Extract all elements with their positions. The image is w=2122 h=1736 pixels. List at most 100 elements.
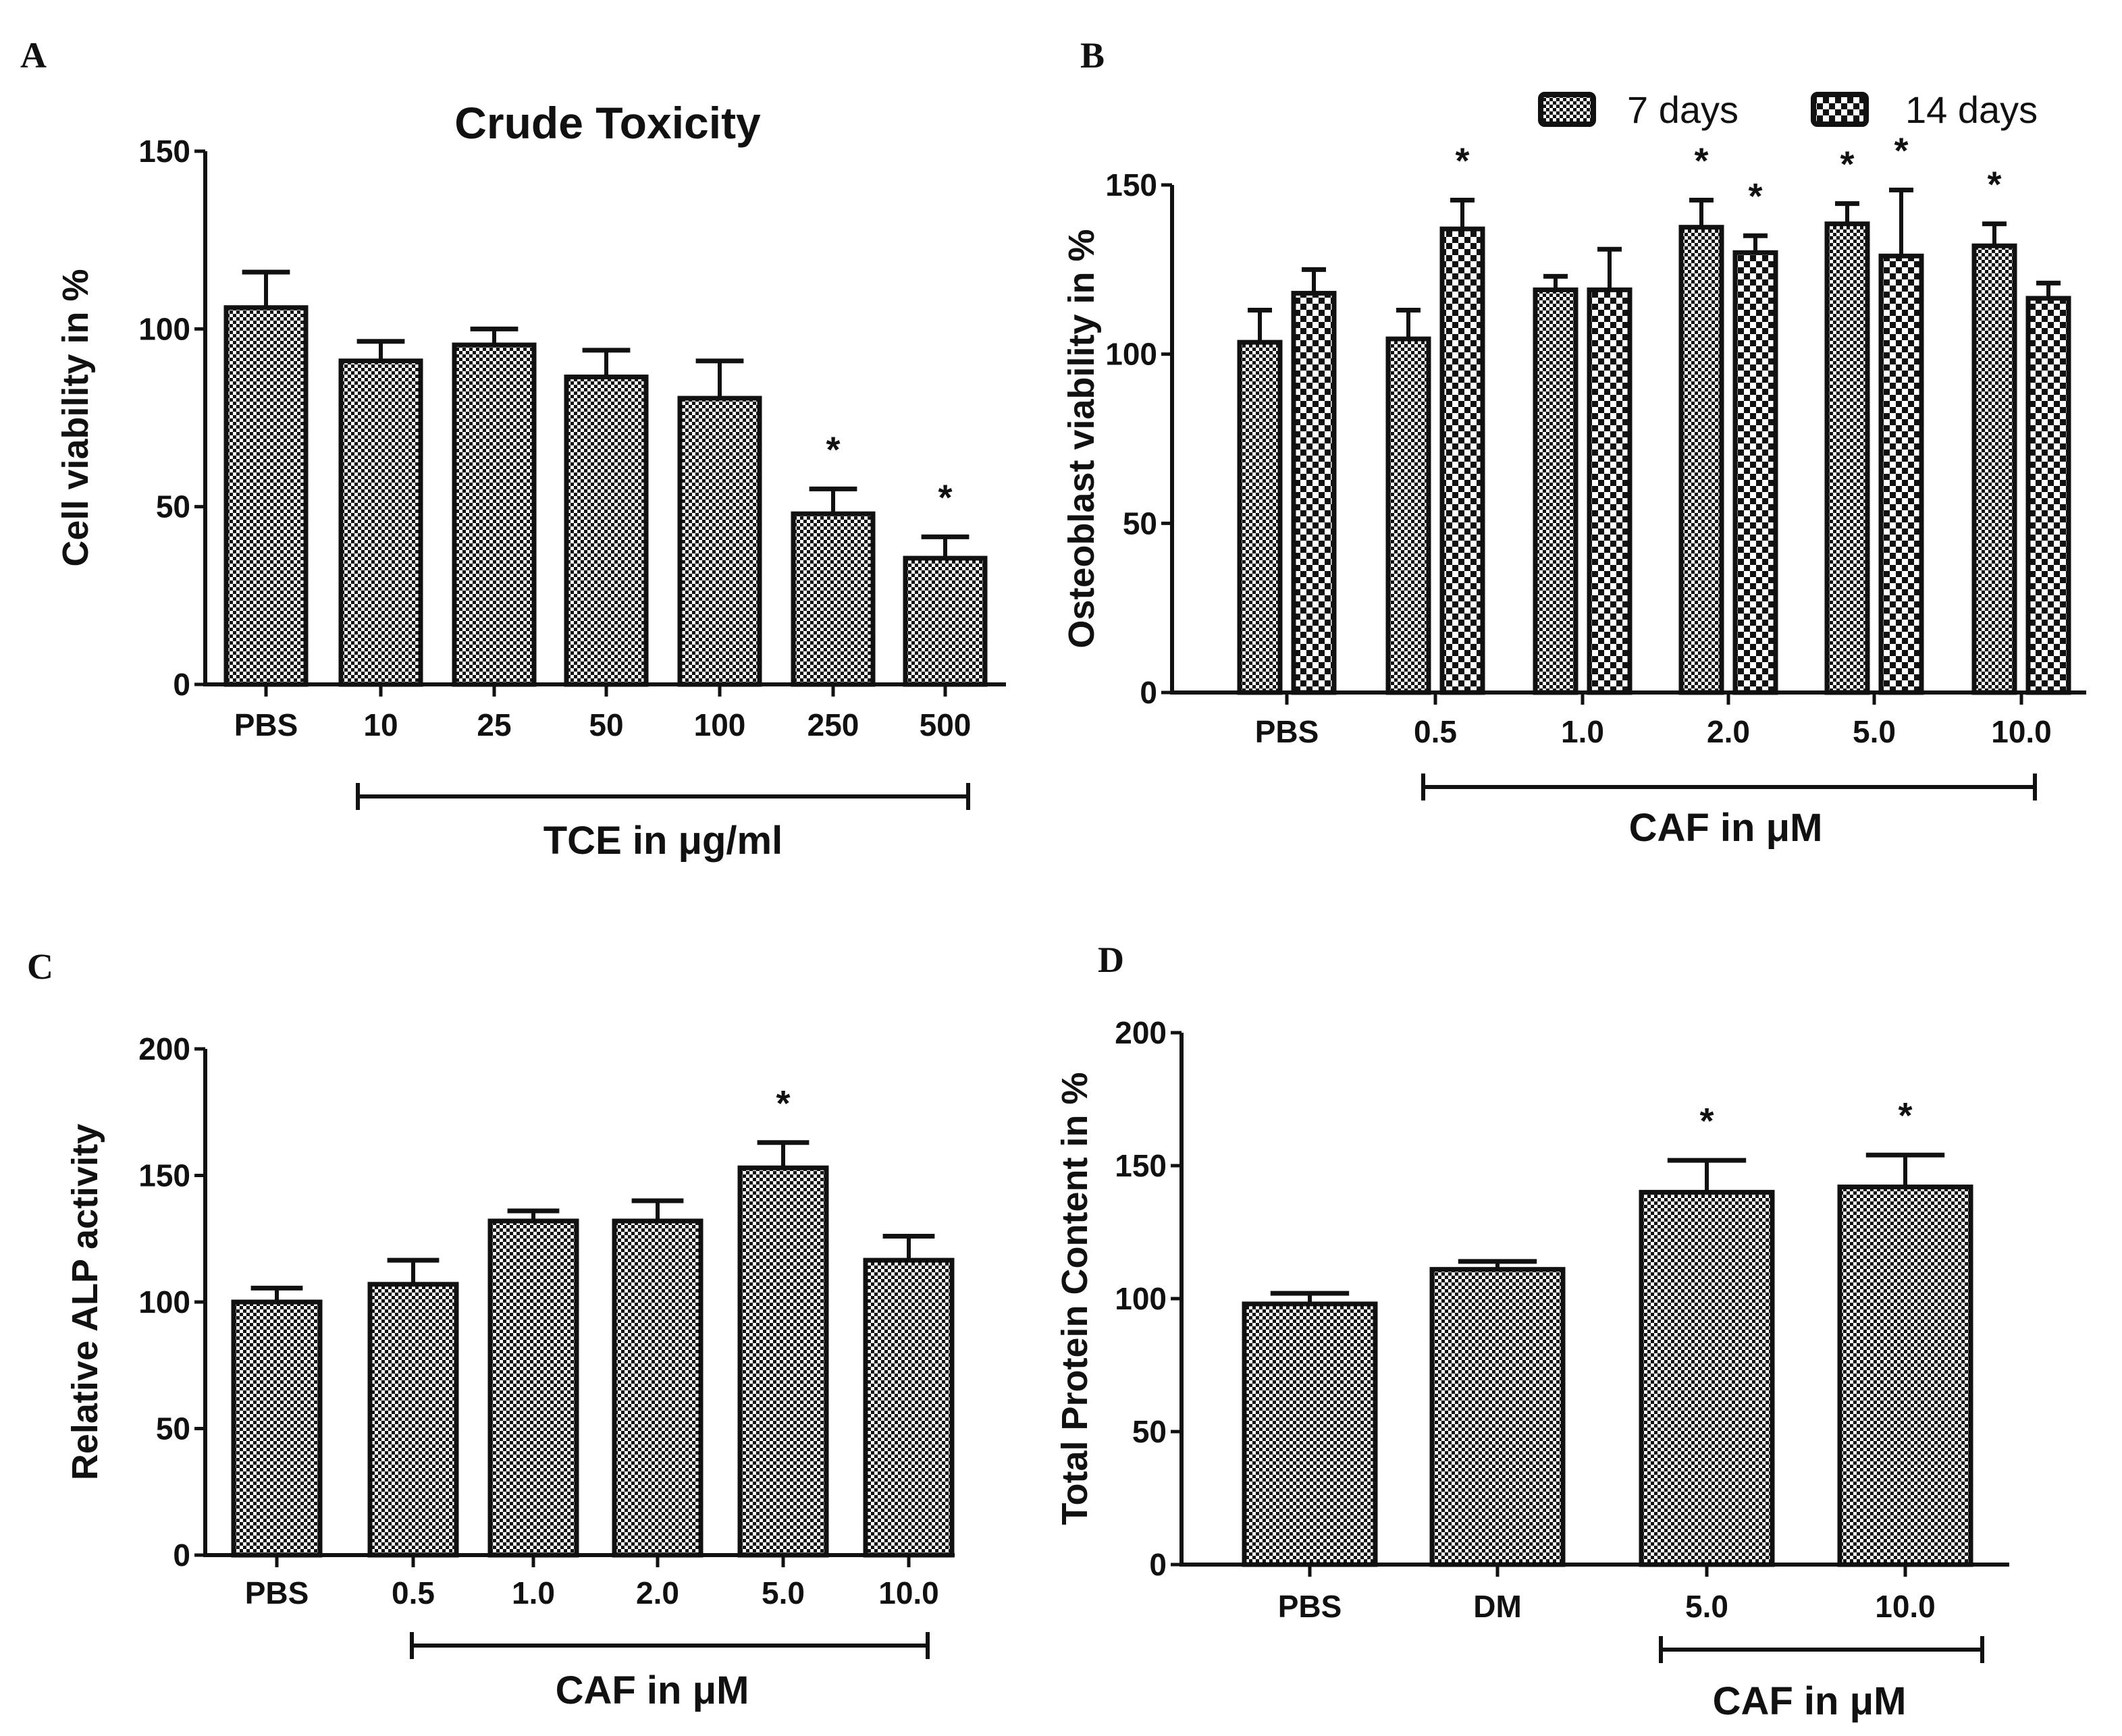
x-tick-label: 50 bbox=[589, 707, 623, 742]
y-tick-label: 150 bbox=[1105, 167, 1157, 202]
x-axis-label: CAF in μM bbox=[1629, 806, 1823, 850]
bar bbox=[1242, 1301, 1378, 1567]
significance-marker: * bbox=[1898, 1095, 1912, 1136]
y-tick-label: 0 bbox=[1140, 675, 1157, 710]
significance-marker: * bbox=[1699, 1101, 1714, 1141]
x-tick-label: 10.0 bbox=[878, 1575, 939, 1610]
bar bbox=[487, 1218, 579, 1558]
y-tick-label: 100 bbox=[138, 1284, 190, 1320]
bar bbox=[1639, 1189, 1775, 1567]
x-tick-label: PBS bbox=[1255, 714, 1319, 749]
x-axis-label: TCE in μg/ml bbox=[543, 819, 783, 863]
y-tick-label: 100 bbox=[1105, 337, 1157, 372]
significance-marker: * bbox=[1840, 144, 1854, 185]
bar-14-days bbox=[1878, 253, 1924, 695]
panel-letter: A bbox=[20, 35, 47, 76]
x-tick-label: 10.0 bbox=[1991, 714, 2052, 749]
bar bbox=[564, 374, 649, 687]
significance-marker: * bbox=[1694, 141, 1708, 182]
bar bbox=[367, 1282, 459, 1558]
bar-7-days bbox=[1237, 340, 1283, 695]
y-axis-label: Relative ALP activity bbox=[65, 1124, 105, 1480]
y-tick-label: 200 bbox=[1115, 1015, 1167, 1050]
bar bbox=[612, 1218, 704, 1558]
bar-7-days bbox=[1971, 243, 2017, 695]
y-axis-label: Total Protein Content in % bbox=[1055, 1073, 1095, 1525]
significance-marker: * bbox=[938, 477, 952, 518]
y-tick-label: 0 bbox=[173, 667, 190, 702]
x-tick-label: 5.0 bbox=[1853, 714, 1896, 749]
x-tick-label: PBS bbox=[1278, 1589, 1342, 1624]
panel-D: D 0 50 100 150 200 PBS DM 5.0 10.0 * * CAF in μM Tota… bbox=[1055, 940, 2009, 1723]
significance-marker: * bbox=[1748, 176, 1762, 217]
legend-label: 14 days bbox=[1905, 88, 2038, 131]
x-tick-label: DM bbox=[1473, 1589, 1522, 1624]
x-axis-label: CAF in μM bbox=[556, 1669, 749, 1712]
panel-A: A Crude Toxicity 0 50 100 150 PBS 10 25 50 100 250 5… bbox=[20, 35, 1006, 863]
bar bbox=[1429, 1267, 1566, 1567]
significance-marker: * bbox=[1894, 131, 1908, 171]
y-tick-label: 50 bbox=[1132, 1414, 1167, 1449]
x-tick-label: 25 bbox=[477, 707, 511, 742]
y-tick-label: 50 bbox=[156, 489, 190, 524]
significance-marker: * bbox=[826, 429, 840, 470]
x-tick-label: 250 bbox=[807, 707, 859, 742]
bar bbox=[338, 358, 423, 687]
x-tick-label: 5.0 bbox=[1685, 1589, 1728, 1624]
bar bbox=[452, 342, 537, 687]
y-tick-label: 50 bbox=[156, 1411, 190, 1446]
x-axis-label: CAF in μM bbox=[1713, 1679, 1907, 1723]
bar bbox=[1837, 1185, 1973, 1567]
bar-7-days bbox=[1385, 336, 1431, 695]
y-tick-label: 50 bbox=[1123, 506, 1157, 541]
bar bbox=[737, 1165, 829, 1558]
y-axis-label: Cell viability in % bbox=[55, 269, 96, 566]
y-tick-label: 150 bbox=[138, 134, 190, 169]
x-tick-label: 100 bbox=[694, 707, 746, 742]
y-tick-label: 200 bbox=[138, 1031, 190, 1066]
bar bbox=[863, 1257, 955, 1558]
panel-letter: D bbox=[1098, 940, 1124, 980]
y-tick-label: 100 bbox=[1115, 1281, 1167, 1316]
x-tick-label: 5.0 bbox=[762, 1575, 805, 1610]
chart-title: Crude Toxicity bbox=[454, 98, 761, 148]
y-tick-label: 150 bbox=[1115, 1148, 1167, 1183]
x-tick-label: PBS bbox=[245, 1575, 309, 1610]
x-tick-label: 500 bbox=[920, 707, 972, 742]
x-tick-label: 2.0 bbox=[636, 1575, 679, 1610]
x-tick-label: 2.0 bbox=[1707, 714, 1750, 749]
x-tick-label: 10.0 bbox=[1875, 1589, 1936, 1624]
panels: A Crude Toxicity 0 50 100 150 PBS 10 25 50 100 250 5… bbox=[20, 35, 2086, 1723]
bar bbox=[903, 555, 988, 687]
significance-marker: * bbox=[1987, 165, 2001, 205]
bar-14-days bbox=[1587, 287, 1633, 695]
legend-swatch bbox=[1811, 92, 1869, 127]
y-tick-label: 0 bbox=[1149, 1547, 1167, 1582]
bar-7-days bbox=[1678, 225, 1724, 695]
bar bbox=[791, 511, 876, 687]
x-tick-label: PBS bbox=[234, 707, 298, 742]
significance-marker: * bbox=[776, 1083, 790, 1124]
bar-7-days bbox=[1533, 287, 1579, 695]
bar-14-days bbox=[1732, 250, 1778, 695]
panel-letter: B bbox=[1080, 35, 1105, 76]
y-tick-label: 0 bbox=[173, 1538, 190, 1573]
legend-swatch bbox=[1538, 92, 1596, 127]
legend: 7 days 14 days bbox=[1538, 88, 2038, 131]
bar bbox=[677, 396, 762, 687]
panel-C: C 0 50 100 150 200 PBS 0.5 1.0 2.0 5.0 10.0 * CAF in … bbox=[27, 946, 955, 1712]
y-tick-label: 100 bbox=[138, 311, 190, 346]
bar bbox=[223, 305, 309, 687]
x-tick-label: 10 bbox=[363, 707, 398, 742]
legend-label: 7 days bbox=[1627, 88, 1739, 131]
y-axis-label: Osteoblast viability in % bbox=[1061, 229, 1102, 648]
y-tick-label: 150 bbox=[138, 1158, 190, 1193]
x-tick-label: 1.0 bbox=[512, 1575, 555, 1610]
bar bbox=[231, 1299, 323, 1558]
bar-14-days bbox=[1291, 290, 1337, 695]
x-tick-label: 0.5 bbox=[1414, 714, 1457, 749]
bar-14-days bbox=[2025, 296, 2071, 695]
x-tick-label: 0.5 bbox=[392, 1575, 435, 1610]
